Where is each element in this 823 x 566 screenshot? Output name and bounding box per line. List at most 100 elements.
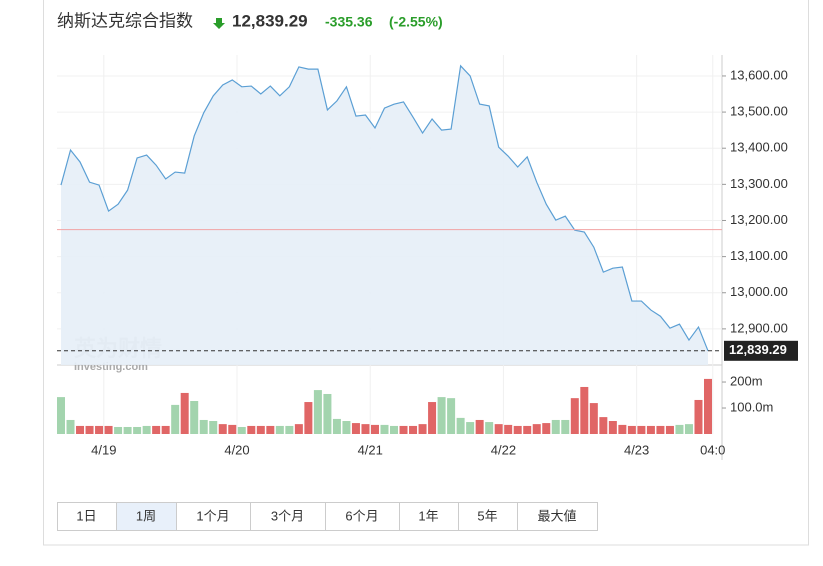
volume-bar <box>494 424 503 434</box>
volume-bar <box>351 423 360 434</box>
x-tick-label: 4/19 <box>91 442 116 457</box>
volume-bar <box>542 423 551 434</box>
button-label: 1日 <box>76 508 96 523</box>
volume-bar <box>304 402 313 434</box>
volume-bar <box>76 425 85 434</box>
down-arrow <box>213 18 225 29</box>
y-tick-label: 200m <box>730 373 763 388</box>
volume-bar <box>447 398 456 434</box>
range-button[interactable]: 6个月 <box>325 502 400 531</box>
range-button[interactable]: 1周 <box>116 502 177 531</box>
volume-bar <box>57 397 65 434</box>
volume-bar <box>247 425 256 434</box>
y-tick-label: 13,100.00 <box>730 248 788 263</box>
volume-bar <box>95 425 104 434</box>
volume-bar <box>294 424 303 434</box>
volume-bar <box>561 419 570 434</box>
volume-bar <box>532 424 541 434</box>
volume-bar <box>456 417 465 434</box>
volume-bar <box>656 425 665 434</box>
volume-bar <box>694 399 703 434</box>
change: -335.36 <box>325 14 373 30</box>
button-box <box>57 502 117 531</box>
volume-bar <box>142 425 151 434</box>
volume-bar <box>85 425 94 434</box>
volume-bar <box>332 418 341 434</box>
volume-bar <box>504 424 513 434</box>
y-tick-label: 13,500.00 <box>730 104 788 119</box>
volume-bar <box>152 425 161 434</box>
range-button[interactable]: 1个月 <box>176 502 251 531</box>
volume-bar <box>171 404 180 434</box>
volume-bar <box>123 426 132 434</box>
volume-bar <box>380 424 389 434</box>
volume-bar <box>218 424 227 434</box>
volume-bar <box>209 421 218 434</box>
x-tick-label: 04:0 <box>700 442 725 457</box>
volume-bar <box>428 402 437 434</box>
x-tick-label: 4/21 <box>358 442 383 457</box>
range-button[interactable]: 最大値 <box>517 502 598 531</box>
volume-bar <box>608 421 617 434</box>
x-tick-label: 4/23 <box>624 442 649 457</box>
button-box <box>116 502 177 531</box>
volume-bar <box>237 426 246 434</box>
volume-bar <box>370 424 379 434</box>
volume-bar <box>570 398 579 434</box>
x-tick-label: 4/22 <box>491 442 516 457</box>
range-button[interactable]: 1日 <box>57 502 117 531</box>
volume-bar <box>580 386 589 434</box>
button-box <box>517 502 598 531</box>
range-button[interactable]: 1年 <box>399 502 459 531</box>
volume-bar <box>684 424 693 434</box>
y-tick-label: 13,300.00 <box>730 176 788 191</box>
volume-bar <box>285 425 294 434</box>
volume-bar <box>437 397 446 434</box>
range-button[interactable]: 5年 <box>458 502 518 531</box>
y-tick-label: 13,600.00 <box>730 67 788 82</box>
volume-bar <box>485 422 494 434</box>
y-tick-label: 13,200.00 <box>730 212 788 227</box>
button-label: 3个月 <box>271 508 304 523</box>
button-box <box>250 502 326 531</box>
volume-bar <box>637 425 646 434</box>
volume-bar <box>665 425 674 434</box>
volume-bar <box>646 425 655 434</box>
last-price: 12,839.29 <box>232 11 308 30</box>
volume-bar <box>618 424 627 434</box>
volume-bar <box>513 425 522 434</box>
y-tick-label: 100.0m <box>730 399 773 414</box>
volume-bar <box>627 425 636 434</box>
button-label: 最大値 <box>537 508 576 523</box>
header: 纳斯达克综合指数 12,839.29 -335.36 (-2.55%) <box>57 11 443 30</box>
volume-bar <box>475 419 484 434</box>
button-box <box>399 502 459 531</box>
volume-bar <box>256 425 265 434</box>
volume-bar <box>418 424 427 434</box>
volume-bar <box>133 426 142 434</box>
volume-bar <box>675 424 684 434</box>
volume-bar <box>190 401 199 434</box>
volume-bar <box>390 425 399 434</box>
x-tick-label: 4/20 <box>224 442 249 457</box>
button-label: 5年 <box>477 508 497 523</box>
volume-bar <box>228 424 237 434</box>
button-label: 1周 <box>136 508 156 523</box>
volume-bar <box>599 417 608 434</box>
button-label: 6个月 <box>345 508 378 523</box>
volume-bar <box>409 425 418 434</box>
volume-bar <box>104 425 113 434</box>
y-tick-label: 13,000.00 <box>730 284 788 299</box>
y-tick-label: 13,400.00 <box>730 140 788 155</box>
volume-bar <box>361 424 370 434</box>
button-label: 1年 <box>418 508 438 523</box>
volume-bar <box>589 403 598 434</box>
volume-bar <box>399 425 408 434</box>
volume-bar <box>323 393 332 434</box>
volume-bar <box>161 425 170 434</box>
range-button[interactable]: 3个月 <box>250 502 326 531</box>
button-label: 1个月 <box>196 508 229 523</box>
y-tick-label: 12,900.00 <box>730 320 788 335</box>
